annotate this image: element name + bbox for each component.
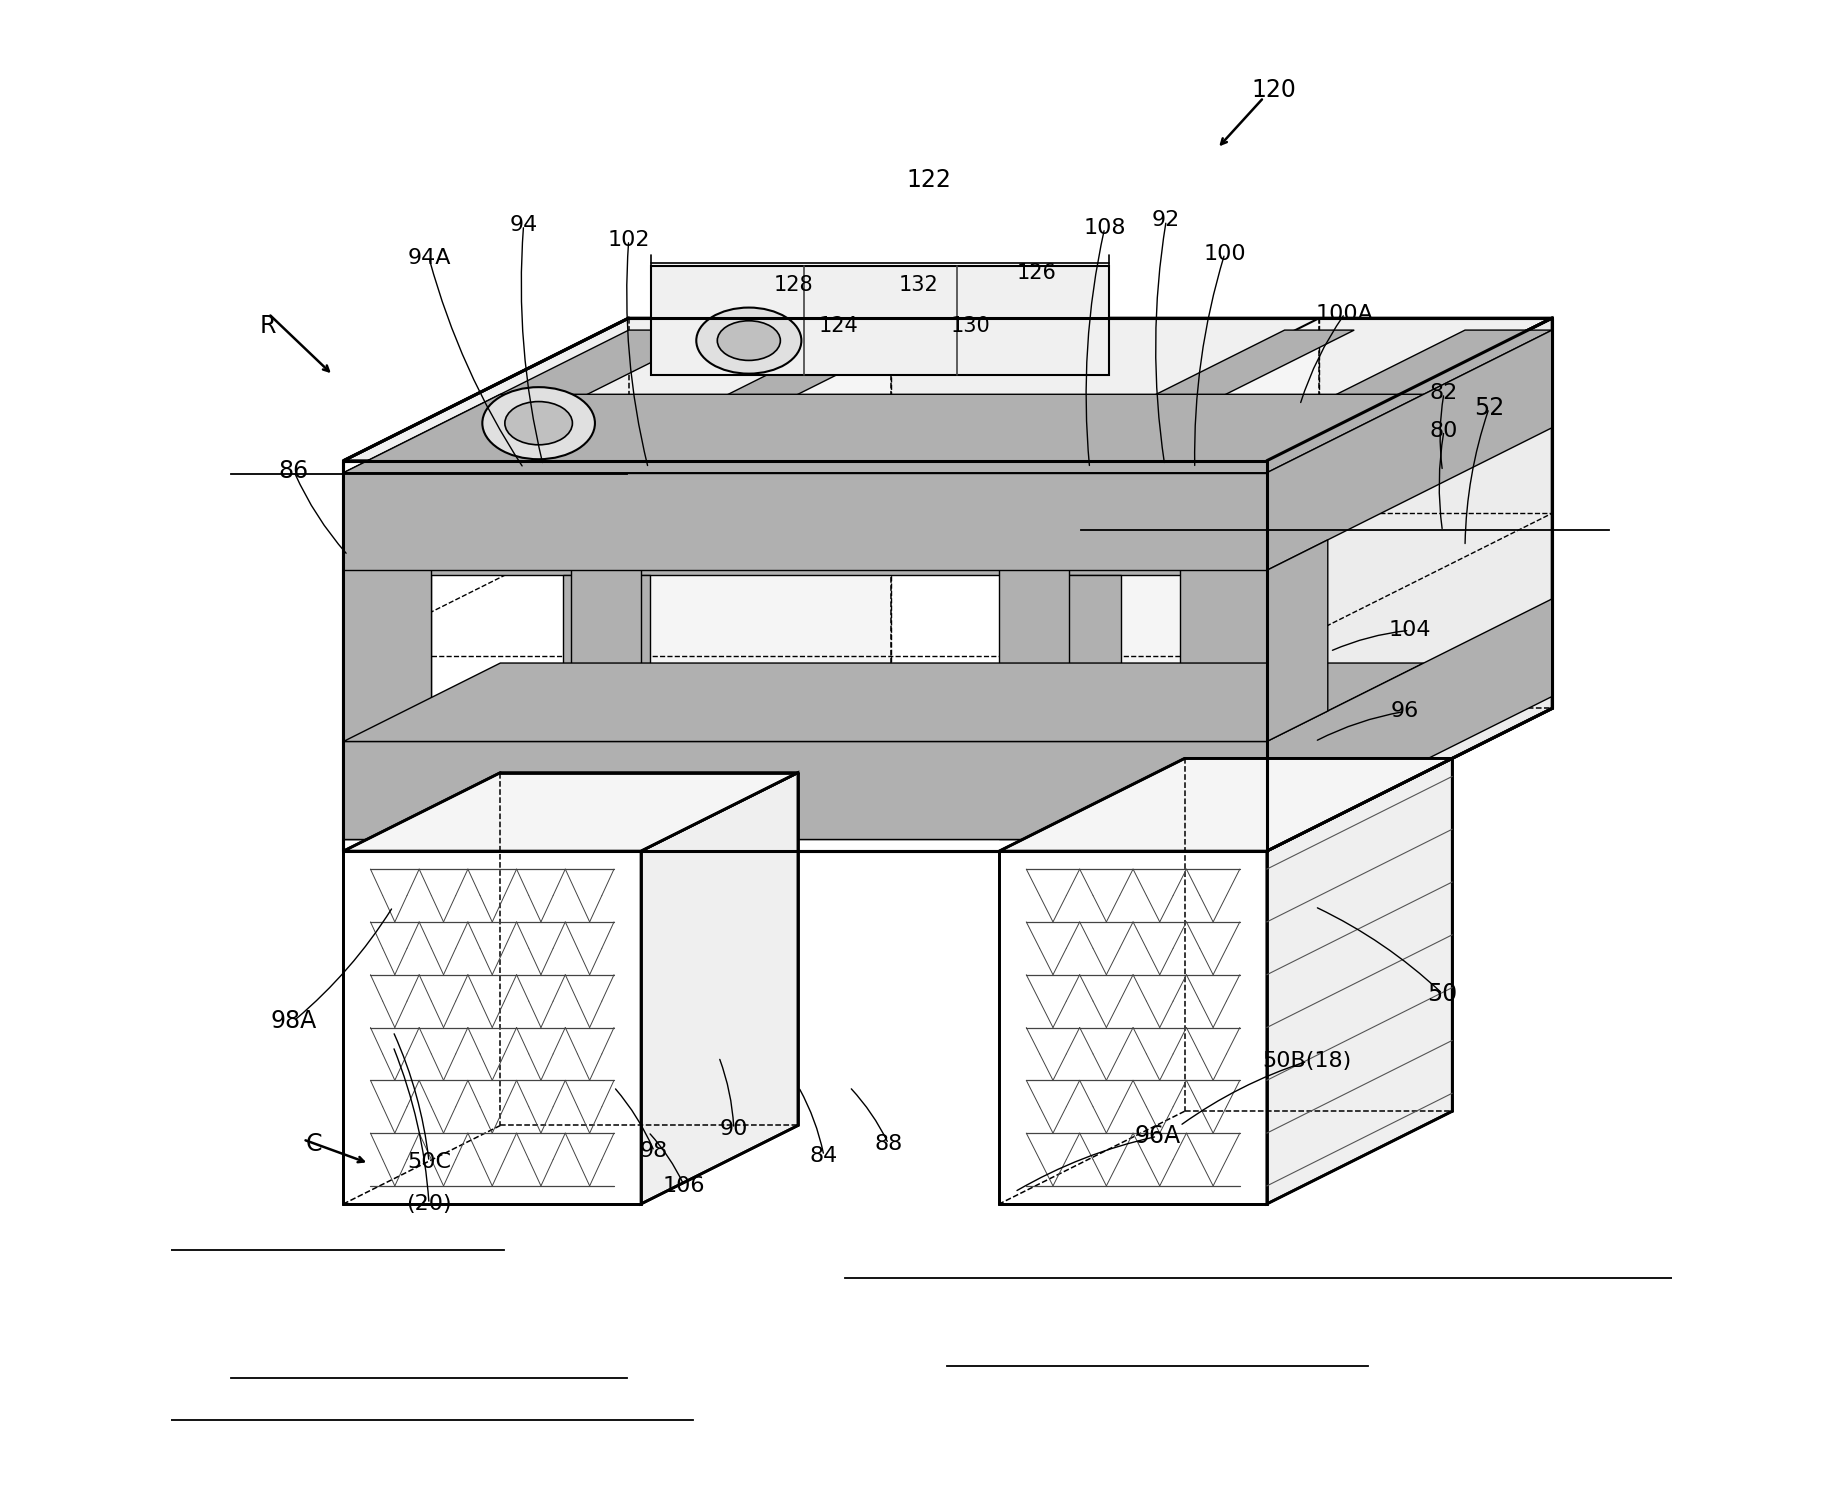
Polygon shape [999,473,1069,839]
Text: C: C [306,1132,323,1156]
Polygon shape [1266,330,1552,570]
Ellipse shape [505,401,573,445]
Text: 100: 100 [1203,244,1246,264]
Polygon shape [343,574,431,737]
Polygon shape [641,773,798,1204]
Text: 124: 124 [818,315,859,336]
Polygon shape [343,851,641,1204]
Polygon shape [343,318,1552,461]
Text: 50: 50 [1426,981,1458,1005]
Text: 106: 106 [663,1175,706,1197]
Text: R: R [260,313,276,338]
Polygon shape [606,318,892,851]
Text: 50B(18): 50B(18) [1262,1052,1353,1071]
Text: 50C: 50C [407,1151,452,1172]
Text: 130: 130 [951,315,992,336]
Polygon shape [651,265,1109,375]
Polygon shape [343,330,715,473]
Text: 104: 104 [1388,621,1430,640]
Text: 92: 92 [1152,211,1180,231]
Text: 80: 80 [1430,420,1458,440]
Text: 122: 122 [907,167,951,191]
Polygon shape [1180,330,1552,473]
Polygon shape [1034,574,1121,737]
Text: 120: 120 [1251,78,1297,102]
Text: 96A: 96A [1133,1124,1180,1148]
Polygon shape [343,395,1425,473]
Polygon shape [343,473,1266,574]
Polygon shape [999,851,1266,1204]
Polygon shape [343,461,1266,851]
Polygon shape [571,473,641,839]
Text: 132: 132 [899,276,938,295]
Polygon shape [571,330,927,473]
Polygon shape [1266,318,1552,851]
Polygon shape [343,773,798,851]
Polygon shape [343,663,1425,741]
Text: 94: 94 [509,216,538,235]
Text: 90: 90 [719,1118,748,1139]
Polygon shape [562,574,651,737]
Text: 100A: 100A [1316,303,1373,324]
Text: 98: 98 [640,1141,669,1162]
Text: 86: 86 [278,460,310,484]
Polygon shape [1266,758,1452,1204]
Ellipse shape [717,321,780,360]
Ellipse shape [697,307,802,374]
Text: 126: 126 [1017,264,1058,283]
Text: 94A: 94A [407,249,452,268]
Text: 128: 128 [774,276,815,295]
Text: 82: 82 [1430,383,1458,404]
Polygon shape [1180,473,1266,839]
Text: 98A: 98A [271,1008,317,1032]
Text: 108: 108 [1084,219,1126,238]
Polygon shape [343,473,431,839]
Text: 96: 96 [1391,701,1419,722]
Ellipse shape [483,387,595,460]
Text: 102: 102 [608,231,651,250]
Text: 88: 88 [874,1133,903,1154]
Text: (20): (20) [405,1194,452,1215]
Text: 52: 52 [1474,396,1504,420]
Text: 84: 84 [809,1145,839,1166]
Polygon shape [343,473,1266,570]
Polygon shape [343,737,1266,839]
Polygon shape [1266,540,1327,741]
Polygon shape [343,741,1266,839]
Polygon shape [1266,598,1552,839]
Polygon shape [999,330,1355,473]
Polygon shape [1034,318,1320,851]
Polygon shape [999,758,1452,851]
